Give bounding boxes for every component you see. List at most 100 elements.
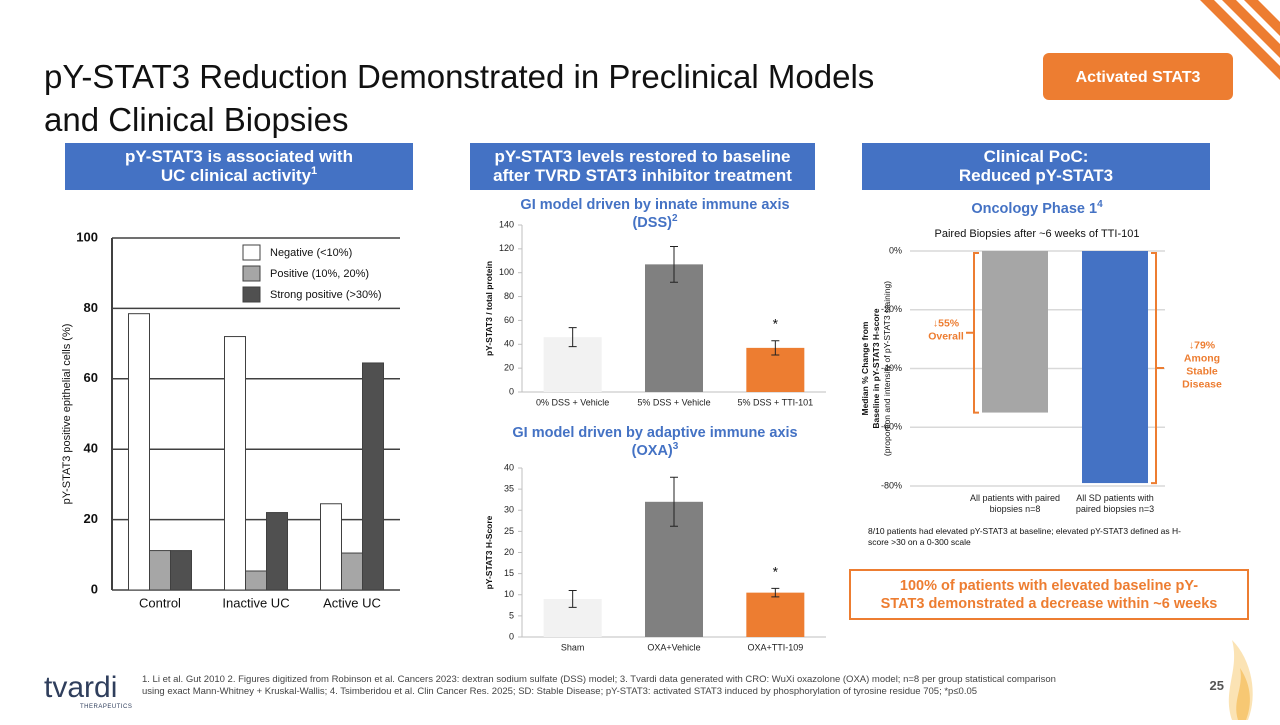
y-axis-label: pY-STAT3 / total protein xyxy=(484,261,494,356)
bar xyxy=(224,336,246,591)
significance: * xyxy=(773,316,779,332)
chart-title-sup: 2 xyxy=(672,213,678,224)
logo-text: tvardi xyxy=(44,671,117,704)
y-tick-label: 140 xyxy=(499,219,514,229)
x-tick-label: OXA+TTI-109 xyxy=(747,642,803,652)
y-tick-label: 80 xyxy=(504,291,514,301)
y-tick-label: 80 xyxy=(84,300,98,315)
x-tick-label: All SD patients with paired biopsies n=3 xyxy=(1076,493,1154,514)
header: pY-STAT3 levels restored to baseline afte… xyxy=(493,147,792,185)
y-tick-label: -60% xyxy=(881,422,902,432)
error-bar xyxy=(771,340,780,356)
header: pY-STAT3 is associated with UC clinical a… xyxy=(125,147,353,185)
y-axis-label: pY-STAT3 H-Score xyxy=(484,515,494,589)
chart: GI model driven by innate immune axis (DS… xyxy=(484,197,826,407)
header-line: pY-STAT3 levels restored to baseline xyxy=(494,147,790,166)
callout-box xyxy=(849,569,1249,620)
x-tick-label: 0% DSS + Vehicle xyxy=(536,397,609,407)
y-tick-label: 0% xyxy=(889,245,902,255)
y-axis-label-line: Baseline in pY-STAT3 H-score xyxy=(871,308,881,428)
logo-tagline: THERAPEUTICS xyxy=(80,704,132,710)
x-tick-label: All patients with paired biopsies n=8 xyxy=(970,493,1060,514)
y-tick-label: -40% xyxy=(881,363,902,373)
flame-icon xyxy=(1228,640,1253,720)
badge-text: Activated STAT3 xyxy=(1076,69,1201,86)
bar xyxy=(245,570,267,591)
legend-swatch xyxy=(242,244,261,261)
y-tick-label: 100 xyxy=(76,229,98,244)
header-line: Clinical PoC: xyxy=(984,147,1089,166)
annotation-bracket xyxy=(1151,252,1164,485)
y-axis-label-line: (proportion and intensity of pY-STAT3 st… xyxy=(882,281,892,456)
annotation: ↓55% Overall xyxy=(928,317,964,342)
x-tick-label-line: biopsies n=8 xyxy=(990,504,1041,514)
error-bar xyxy=(670,476,678,527)
annotation: ↓79% Among Stable Disease xyxy=(1182,340,1222,391)
chart: GI model driven by adaptive immune axis (… xyxy=(484,425,826,652)
legend-label: Positive (10%, 20%) xyxy=(270,268,369,280)
annotation-line: Disease xyxy=(1182,379,1222,391)
chart-title: Oncology Phase 14 xyxy=(971,199,1103,217)
chart: 0 20 40 60 80 100 pY-STAT3 positive epithelial… xyxy=(61,229,400,610)
error-bar xyxy=(568,590,577,608)
badge xyxy=(1043,53,1233,100)
header-box xyxy=(862,143,1210,190)
callout: 100% of patients with elevated baseline … xyxy=(881,578,1218,612)
chart-title: GI model driven by innate immune axis (DS… xyxy=(520,197,789,231)
bar xyxy=(320,503,342,591)
y-tick-label: 0 xyxy=(509,631,514,641)
legend-swatch xyxy=(242,286,261,303)
header: Clinical PoC: Reduced pY-STAT3 xyxy=(959,147,1113,185)
chart-title-line: GI model driven by adaptive immune axis xyxy=(512,425,797,441)
bar xyxy=(341,552,363,591)
error-bar xyxy=(568,327,577,348)
header-line: pY-STAT3 is associated with xyxy=(125,147,353,166)
y-tick-label: 40 xyxy=(504,462,514,472)
legend-label: Negative (<10%) xyxy=(270,247,352,259)
title-line: and Clinical Biopsies xyxy=(44,101,349,138)
y-tick-label: 25 xyxy=(504,526,514,536)
y-tick-label: 0 xyxy=(509,386,514,396)
y-tick-label: 35 xyxy=(504,484,514,494)
y-tick-label: 20 xyxy=(504,547,514,557)
title-line: pY-STAT3 Reduction Demonstrated in Precl… xyxy=(44,58,874,95)
annotation-bracket xyxy=(966,252,979,414)
y-tick-label: 60 xyxy=(504,315,514,325)
chart-title-line: GI model driven by innate immune axis xyxy=(520,197,789,213)
chart-note: 8/10 patients had elevated pY-STAT3 at b… xyxy=(868,526,1181,547)
legend-label: Strong positive (>30%) xyxy=(270,289,382,301)
bar xyxy=(266,512,288,591)
y-tick-label: 5 xyxy=(509,610,514,620)
y-tick-label: 15 xyxy=(504,568,514,578)
y-tick-label: 60 xyxy=(84,370,98,385)
slide-title: pY-STAT3 Reduction Demonstrated in Precl… xyxy=(44,58,874,138)
bar xyxy=(149,550,171,591)
chart-title: GI model driven by adaptive immune axis (… xyxy=(512,425,797,459)
header-line: after TVRD STAT3 inhibitor treatment xyxy=(493,166,792,185)
chart-title-line: Oncology Phase 1 xyxy=(971,201,1097,217)
callout-line: STAT3 demonstrated a decrease within ~6 … xyxy=(881,596,1218,612)
corner-stripes xyxy=(1200,0,1280,80)
footnote-line: using exact Mann-Whitney + Kruskal-Walli… xyxy=(142,686,977,697)
header-sup: 1 xyxy=(311,165,317,177)
bar xyxy=(982,251,1048,413)
annotation-line: ↓79% xyxy=(1189,340,1216,352)
y-tick-label: 40 xyxy=(504,339,514,349)
page-number: 25 xyxy=(1210,678,1224,693)
annotation-line: Among xyxy=(1184,353,1220,365)
y-axis-label: pY-STAT3 positive epithelial cells (%) xyxy=(61,324,73,505)
x-tick-label: 5% DSS + TTI-101 xyxy=(738,397,814,407)
x-tick-label-line: All patients with paired xyxy=(970,493,1060,503)
header-box xyxy=(65,143,413,190)
x-tick-label: OXA+Vehicle xyxy=(647,642,700,652)
x-tick-label: 5% DSS + Vehicle xyxy=(637,397,710,407)
bar xyxy=(362,362,384,591)
x-tick-label: Sham xyxy=(561,642,585,652)
footnote: 1. Li et al. Gut 2010 2. Figures digitiz… xyxy=(142,674,1056,697)
y-tick-label: 20 xyxy=(84,511,98,526)
header-line: Reduced pY-STAT3 xyxy=(959,166,1113,185)
x-tick-label: Active UC xyxy=(323,595,381,610)
y-tick-label: 100 xyxy=(499,267,514,277)
y-axis-label: Median % Change fromBaseline in pY-STAT3… xyxy=(860,281,892,456)
